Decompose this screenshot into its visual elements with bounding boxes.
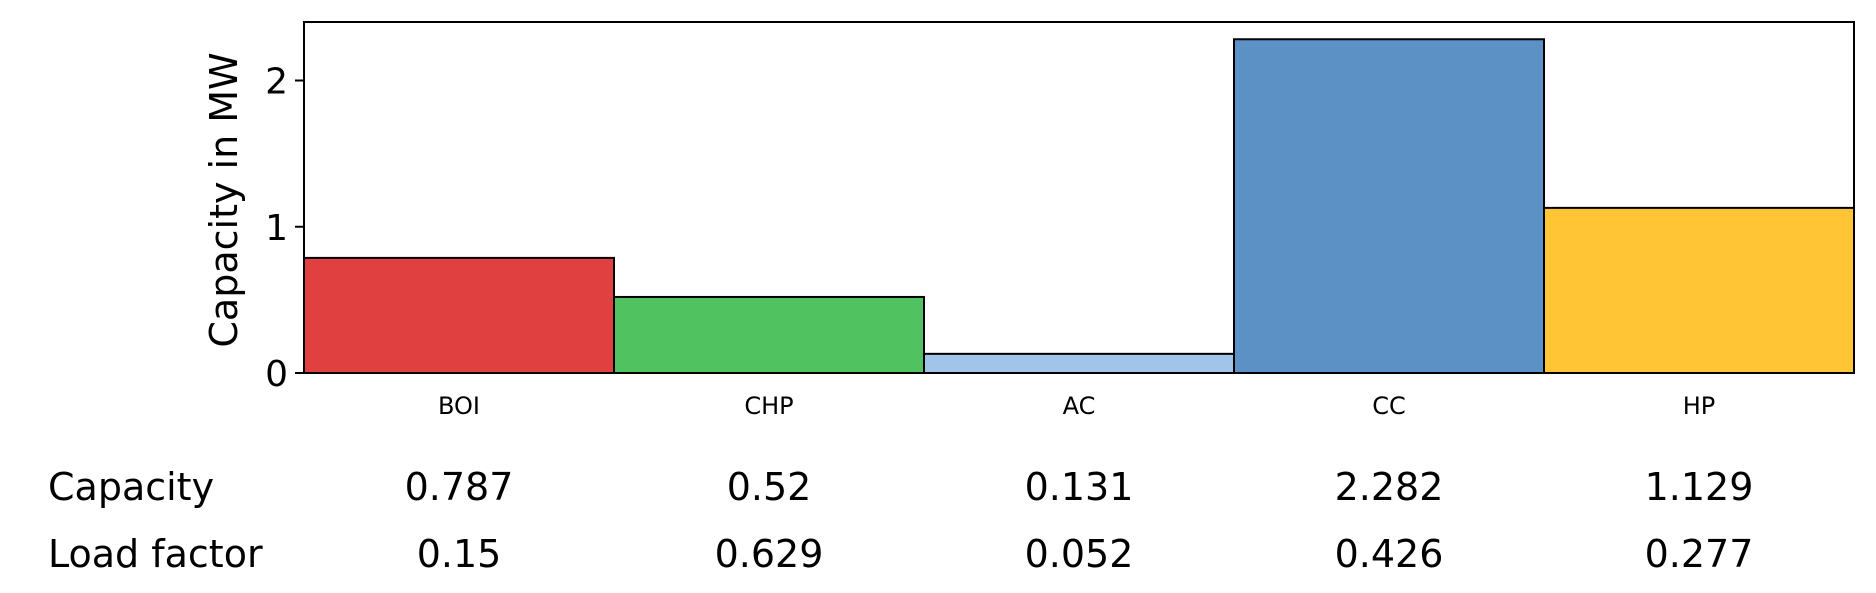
table-cell: 0.052 [1025,532,1134,576]
bars-layer [303,38,1855,375]
table-cell: 0.629 [715,532,824,576]
y-axis-label: Capacity in MW [202,52,246,347]
x-tick-label-hp: HP [1683,392,1716,420]
table-cell: 0.131 [1025,465,1134,509]
data-table: Capacity 0.787 0.52 0.131 2.282 1.129 Load fac… [48,465,1753,576]
bar-boi [303,256,615,374]
table-cell: 0.52 [727,465,812,509]
x-axis: BOI CHP AC CC HP [438,392,1715,420]
x-tick-label-ac: AC [1063,392,1096,420]
table-cell: 0.277 [1645,532,1754,576]
bar-chp [613,295,925,375]
table-cell: 2.282 [1335,465,1444,509]
x-tick-label-chp: CHP [744,392,793,420]
y-tick-label: 1 [265,208,288,249]
y-axis: 0 1 2 [265,62,304,395]
bar-ac [923,352,1235,374]
y-tick-label: 2 [265,62,288,103]
table-row-label: Load factor [48,532,263,576]
table-cell: 0.426 [1335,532,1444,576]
table-cell: 0.787 [405,465,514,509]
table-row-label: Capacity [48,465,214,509]
x-tick-label-boi: BOI [438,392,480,420]
plot-frame [303,21,1855,374]
bar-cc [1233,38,1545,374]
table-cell: 1.129 [1645,465,1754,509]
bar-hp [1543,206,1855,374]
y-tick-label: 0 [265,354,288,395]
x-tick-label-cc: CC [1372,392,1406,420]
table-cell: 0.15 [417,532,502,576]
